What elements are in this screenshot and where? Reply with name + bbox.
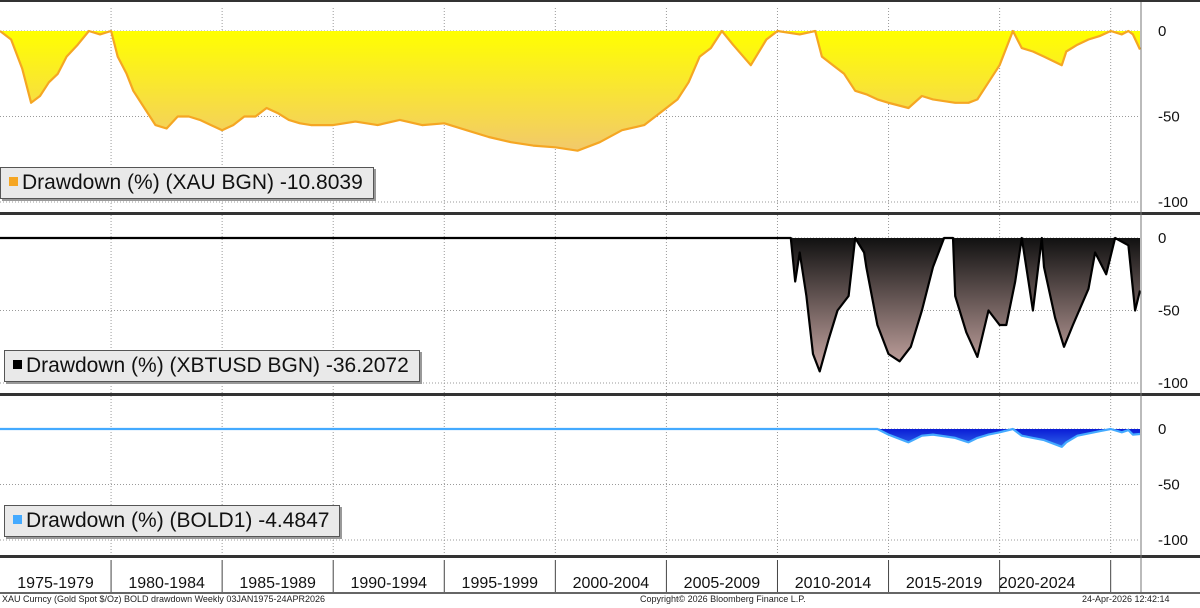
xtick-label-4: 1995-1999 xyxy=(462,575,539,592)
footer-timestamp: 24-Apr-2026 12:42:14 xyxy=(1082,594,1170,604)
legend-label-bold: Drawdown (%) (BOLD1) -4.4847 xyxy=(26,509,330,532)
xtick-label-7: 2010-2014 xyxy=(795,575,872,592)
series-line-0 xyxy=(0,29,1141,152)
legend-xau: Drawdown (%) (XAU BGN) -10.8039 xyxy=(0,167,374,199)
series-area-0 xyxy=(0,31,1140,151)
legend-xbt: Drawdown (%) (XBTUSD BGN) -36.2072 xyxy=(4,350,420,382)
ytick-label-1-1: -50 xyxy=(1158,303,1180,320)
xtick-label-2: 1985-1989 xyxy=(239,575,316,592)
legend-label-xbt: Drawdown (%) (XBTUSD BGN) -36.2072 xyxy=(26,354,409,377)
ytick-label-1-2: -100 xyxy=(1158,375,1188,392)
series-area-1 xyxy=(0,238,1140,372)
xtick-label-1: 1980-1984 xyxy=(128,575,205,592)
xtick-label-9: 2020-2024 xyxy=(999,575,1076,592)
ytick-label-0-1: -50 xyxy=(1158,109,1180,126)
ytick-label-2-0: 0 xyxy=(1158,421,1166,438)
series-area-2 xyxy=(0,429,1140,447)
ytick-label-2-2: -100 xyxy=(1158,532,1188,549)
ytick-label-1-0: 0 xyxy=(1158,230,1166,247)
ytick-label-2-1: -50 xyxy=(1158,477,1180,494)
series-line-2 xyxy=(0,427,1141,448)
xtick-label-6: 2005-2009 xyxy=(684,575,761,592)
ytick-label-0-0: 0 xyxy=(1158,23,1166,40)
legend-bold: Drawdown (%) (BOLD1) -4.4847 xyxy=(4,505,341,537)
legend-swatch-xbt xyxy=(13,360,22,369)
ytick-label-0-2: -100 xyxy=(1158,194,1188,211)
xtick-label-5: 2000-2004 xyxy=(573,575,650,592)
xtick-label-3: 1990-1994 xyxy=(350,575,427,592)
xtick-label-0: 1975-1979 xyxy=(17,575,94,592)
xtick-label-8: 2015-2019 xyxy=(906,575,983,592)
legend-label-xau: Drawdown (%) (XAU BGN) -10.8039 xyxy=(22,171,363,194)
series-line-1 xyxy=(0,236,1142,373)
footer-copyright: Copyright© 2026 Bloomberg Finance L.P. xyxy=(640,594,806,604)
legend-swatch-bold xyxy=(13,515,22,524)
legend-swatch-xau xyxy=(9,177,18,186)
footer-source: XAU Curncy (Gold Spot $/Oz) BOLD drawdow… xyxy=(2,594,325,604)
